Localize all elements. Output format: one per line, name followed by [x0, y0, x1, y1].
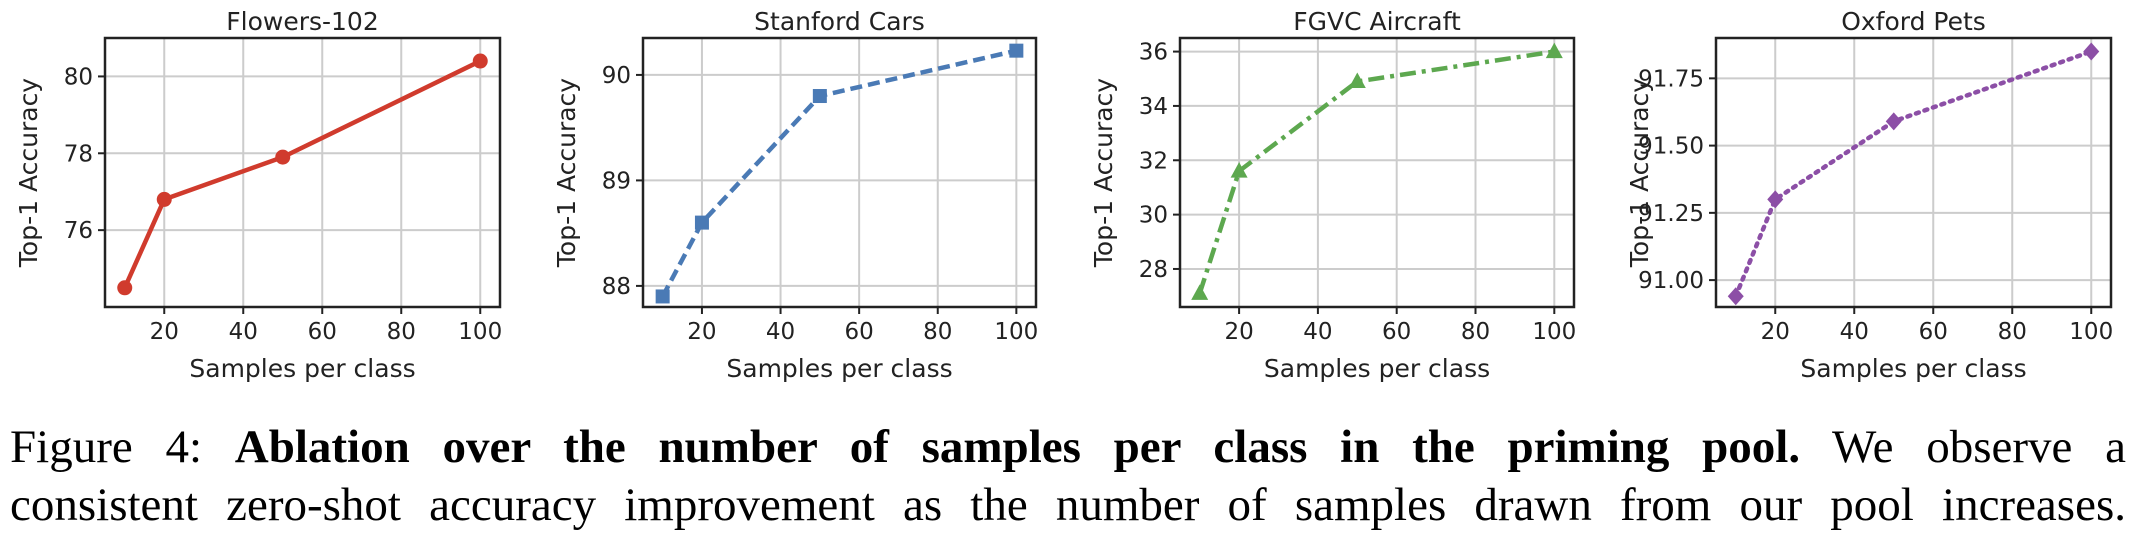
x-tick-label: 100 — [2069, 319, 2113, 345]
x-tick-label: 40 — [229, 319, 258, 345]
y-axis-label: Top-1 Accuracy — [1089, 78, 1118, 268]
data-point — [1191, 284, 1209, 300]
x-axis-label: Samples per class — [1264, 354, 1490, 383]
caption-label: Figure 4: — [10, 421, 203, 473]
chart-title: Flowers-102 — [226, 7, 379, 36]
plot-frame — [1178, 36, 1576, 309]
y-tick-label: 91.75 — [1638, 66, 1704, 92]
x-tick-label: 20 — [1224, 319, 1253, 345]
chart-panel-2: 20 40 60 80 100 88 89 90 Stanford Cars Samples pe… — [552, 7, 1038, 383]
y-tick-label: 32 — [1139, 148, 1168, 174]
data-point — [117, 280, 133, 296]
x-axis-label: Samples per class — [1800, 354, 2026, 383]
y-tick-label: 91.25 — [1638, 201, 1704, 227]
series-line — [1733, 49, 2094, 299]
x-tick-label: 60 — [1382, 319, 1411, 345]
data-point — [1727, 287, 1744, 306]
x-tick-label: 100 — [458, 319, 502, 345]
x-tick-label: 100 — [1532, 319, 1576, 345]
y-tick-label: 88 — [602, 274, 631, 300]
y-tick-label: 89 — [602, 168, 631, 194]
x-axis-label: Samples per class — [726, 354, 952, 383]
y-tick-label: 30 — [1139, 203, 1168, 229]
x-tick-label: 80 — [1461, 319, 1490, 345]
x-tick-label: 60 — [308, 319, 337, 345]
data-point — [1348, 72, 1366, 88]
caption-line-1: Figure 4: Ablation over the number of sa… — [10, 418, 2126, 476]
y-axis-label: Top-1 Accuracy — [1625, 78, 1654, 268]
caption-line-2: consistent zero-shot accuracy improvemen… — [10, 479, 2126, 531]
x-tick-label: 80 — [1998, 319, 2027, 345]
x-axis-label: Samples per class — [189, 354, 415, 383]
x-tick-label: 20 — [687, 319, 716, 345]
x-tick-label: 60 — [845, 319, 874, 345]
x-tick-label: 40 — [1303, 319, 1332, 345]
data-point — [1767, 190, 1784, 209]
x-tick-label: 40 — [1840, 319, 1869, 345]
y-axis-label: Top-1 Accuracy — [14, 78, 43, 268]
chart-panel-4: 20 40 60 80 100 91.00 91.25 91.50 91.75 Oxford Pe… — [1625, 7, 2113, 383]
x-tick-label: 100 — [994, 319, 1038, 345]
data-point — [275, 149, 291, 165]
chart-title: Stanford Cars — [754, 7, 925, 36]
x-tick-label: 40 — [766, 319, 795, 345]
series-line — [660, 48, 1017, 298]
data-point — [472, 53, 488, 69]
figure-panels: 20 40 60 80 100 76 78 80 Flowers-102 Samples per … — [14, 7, 2113, 383]
x-tick-label: 20 — [150, 319, 179, 345]
chart-panel-3: 20 40 60 80 100 28 30 32 34 36 FGVC Aircraft Sample… — [1089, 7, 1576, 383]
series-line — [1197, 49, 1555, 295]
chart-title: Oxford Pets — [1841, 7, 1986, 36]
x-tick-label: 80 — [923, 319, 952, 345]
data-point — [156, 191, 172, 207]
data-point — [655, 289, 670, 304]
data-point — [1545, 42, 1563, 59]
y-tick-label: 36 — [1139, 40, 1168, 66]
y-tick-label: 80 — [64, 64, 93, 90]
series-line — [122, 59, 482, 289]
y-tick-label: 90 — [602, 63, 631, 89]
y-tick-label: 76 — [64, 218, 93, 244]
chart-svg: 20 40 60 80 100 76 78 80 Flowers-102 Samples per … — [14, 7, 2113, 383]
y-tick-label: 34 — [1139, 94, 1168, 120]
y-tick-label: 28 — [1139, 257, 1168, 283]
plot-frame — [1714, 36, 2113, 309]
x-tick-label: 20 — [1761, 319, 1790, 345]
y-axis-label: Top-1 Accuracy — [552, 78, 581, 268]
x-tick-label: 60 — [1919, 319, 1948, 345]
data-point — [694, 215, 709, 230]
caption-bold-text: Ablation over the number of samples per … — [234, 421, 1801, 473]
x-tick-label: 80 — [387, 319, 416, 345]
y-tick-label: 91.50 — [1638, 134, 1704, 160]
data-point — [812, 89, 827, 104]
data-point — [2083, 42, 2100, 61]
chart-title: FGVC Aircraft — [1293, 7, 1461, 36]
data-point — [1009, 43, 1024, 58]
y-tick-label: 78 — [64, 141, 93, 167]
figure-caption: Figure 4: Ablation over the number of sa… — [10, 418, 2126, 534]
data-point — [1885, 112, 1902, 131]
plot-frame — [103, 36, 502, 309]
data-point — [1230, 162, 1248, 178]
chart-panel-1: 20 40 60 80 100 76 78 80 Flowers-102 Samples per … — [14, 7, 502, 383]
caption-rest-text: We observe a — [1832, 421, 2126, 473]
y-tick-label: 91.00 — [1638, 268, 1704, 294]
plot-frame — [641, 36, 1038, 309]
